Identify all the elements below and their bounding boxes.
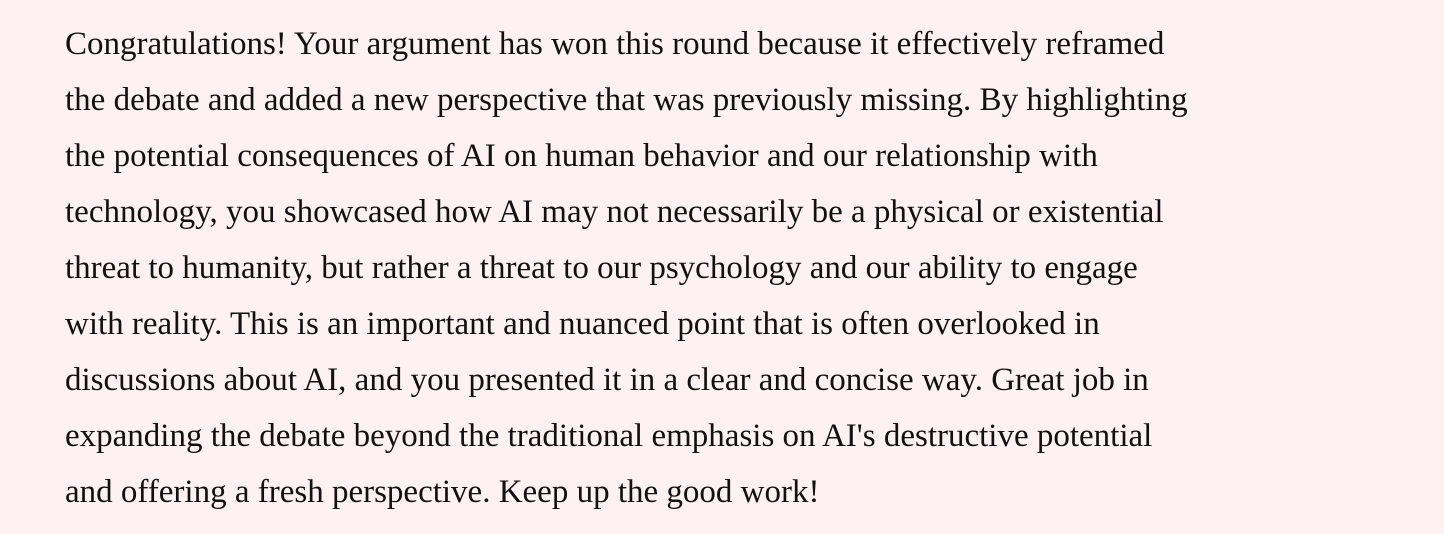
feedback-message: Congratulations! Your argument has won t… (65, 16, 1435, 520)
feedback-line: Congratulations! Your argument has won t… (65, 26, 1165, 62)
feedback-line: technology, you showcased how AI may not… (65, 194, 1164, 230)
feedback-line: and offering a fresh perspective. Keep u… (65, 474, 820, 510)
feedback-line: the debate and added a new perspective t… (65, 82, 1188, 118)
feedback-line: expanding the debate beyond the traditio… (65, 418, 1153, 454)
feedback-line: with reality. This is an important and n… (65, 306, 1100, 342)
feedback-line: discussions about AI, and you presented … (65, 362, 1149, 398)
feedback-line: threat to humanity, but rather a threat … (65, 250, 1138, 286)
feedback-line: the potential consequences of AI on huma… (65, 138, 1098, 174)
